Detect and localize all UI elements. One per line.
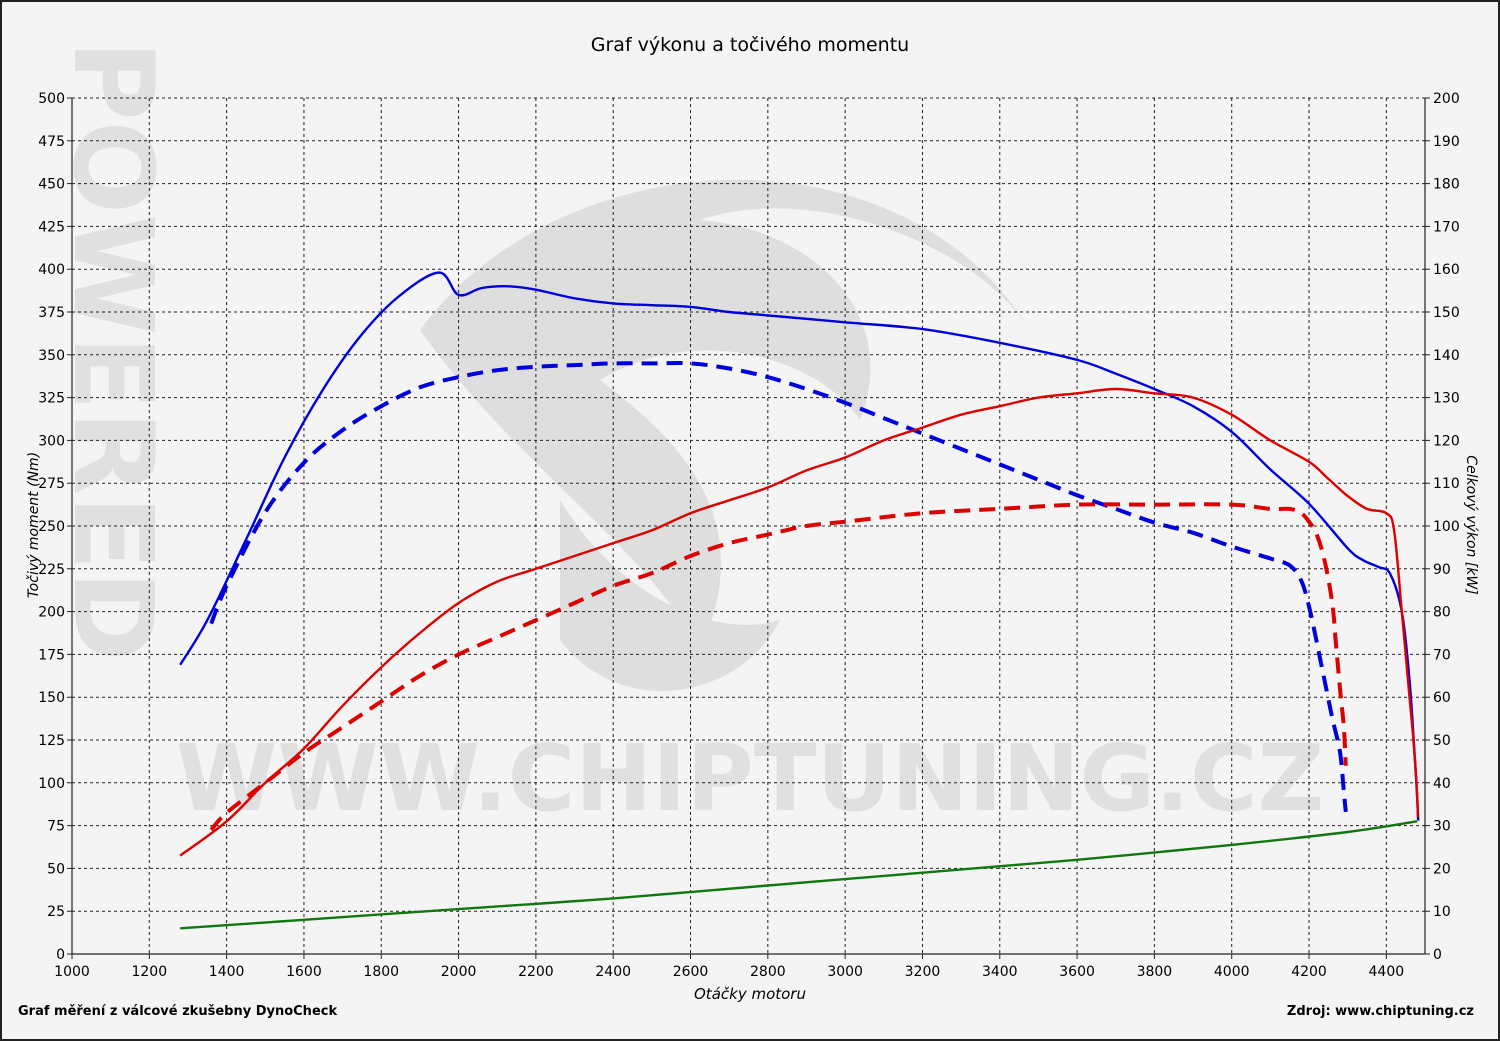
x-axis-label: Otáčky motoru (694, 985, 806, 1003)
footer-source-url: Zdroj: www.chiptuning.cz (1286, 1004, 1474, 1019)
y-left-tick-label: 350 (38, 348, 65, 364)
y-right-tick-label: 50 (1433, 733, 1451, 749)
y-left-tick-label: 150 (38, 690, 65, 706)
x-tick-label: 4400 (1369, 964, 1405, 980)
chart-title: Graf výkonu a točivého momentu (590, 34, 910, 56)
y-right-tick-label: 120 (1433, 433, 1460, 449)
x-tick-label: 4000 (1214, 964, 1250, 980)
y-right-tick-label: 160 (1433, 262, 1460, 278)
y-left-tick-label: 500 (38, 91, 65, 107)
y-right-tick-label: 110 (1433, 476, 1460, 492)
x-tick-label: 3600 (1059, 964, 1095, 980)
series-line-0 (179, 271, 1420, 821)
y-left-tick-label: 225 (38, 562, 65, 578)
y-left-tick-label: 300 (38, 433, 65, 449)
x-tick-label: 1200 (131, 964, 167, 980)
y-left-tick-label: 125 (38, 733, 65, 749)
x-tick-label: 2800 (750, 964, 786, 980)
y-left-tick-label: 0 (56, 947, 65, 963)
x-tick-label: 1400 (209, 964, 245, 980)
x-tick-label: 2000 (441, 964, 477, 980)
watermark-side-left: POWERED (49, 40, 177, 662)
watermark-side-right: POWERED (1474, 250, 1500, 872)
series-line-4 (180, 820, 1418, 930)
y-left-tick-label: 200 (38, 605, 65, 621)
y-left-tick-label: 325 (38, 391, 65, 407)
series (179, 271, 1420, 930)
y-right-tick-label: 60 (1433, 690, 1451, 706)
watermark-logo (420, 179, 1030, 691)
axis-labels: Otáčky motoru Točivý moment (Nm) Celkový… (26, 452, 1479, 1003)
y-right-tick-label: 100 (1433, 519, 1460, 535)
y-left-tick-label: 400 (38, 262, 65, 278)
y-right-tick-label: 170 (1433, 219, 1460, 235)
y-right-tick-label: 200 (1433, 91, 1460, 107)
y-right-tick-label: 40 (1433, 776, 1451, 792)
y-left-tick-label: 75 (47, 819, 65, 835)
y-left-tick-label: 475 (38, 134, 65, 150)
y-right-tick-label: 150 (1433, 305, 1460, 321)
y-right-tick-label: 20 (1433, 861, 1451, 877)
x-tick-label: 2200 (518, 964, 554, 980)
y-left-tick-label: 25 (47, 904, 65, 920)
x-tick-label: 1600 (286, 964, 322, 980)
y-right-tick-label: 130 (1433, 391, 1460, 407)
grid (72, 97, 1425, 954)
y-right-tick-label: 10 (1433, 904, 1451, 920)
y-axis-left-label: Točivý moment (Nm) (26, 452, 42, 598)
y-right-tick-label: 70 (1433, 647, 1451, 663)
y-left-tick-label: 50 (47, 861, 65, 877)
x-tick-label: 3200 (905, 964, 941, 980)
y-right-tick-label: 140 (1433, 348, 1460, 364)
x-tick-label: 3000 (827, 964, 863, 980)
series-line-3 (209, 502, 1348, 832)
series-line-1 (209, 361, 1348, 813)
y-left-tick-label: 425 (38, 219, 65, 235)
series-line-2 (179, 387, 1420, 857)
y-left-tick-label: 275 (38, 476, 65, 492)
watermark-url: WWW.CHIPTUNING.CZ (176, 725, 1324, 832)
y-right-tick-label: 190 (1433, 134, 1460, 150)
footer-source-note: Graf měření z válcové zkušebny DynoCheck (18, 1004, 338, 1019)
y-left-tick-label: 250 (38, 519, 65, 535)
x-tick-label: 4200 (1291, 964, 1327, 980)
axes: 1000 1200 1400 1600 1800 2000 2200 2400 2600 2800… (38, 91, 1459, 980)
y-left-tick-label: 100 (38, 776, 65, 792)
x-tick-label: 1000 (54, 964, 90, 980)
x-tick-label: 2600 (673, 964, 709, 980)
y-right-tick-label: 30 (1433, 819, 1451, 835)
y-right-tick-label: 90 (1433, 562, 1451, 578)
y-axis-right-label: Celkový výkon [kW] (1463, 455, 1479, 594)
watermark: WWW.CHIPTUNING.CZ POWERED POWERED (49, 40, 1500, 872)
x-tick-label: 2400 (595, 964, 631, 980)
x-tick-label: 3400 (982, 964, 1018, 980)
y-left-tick-label: 375 (38, 305, 65, 321)
x-tick-label: 3800 (1137, 964, 1173, 980)
y-left-tick-label: 450 (38, 177, 65, 193)
y-right-tick-label: 180 (1433, 177, 1460, 193)
x-tick-label: 1800 (363, 964, 399, 980)
y-right-tick-label: 80 (1433, 605, 1451, 621)
y-right-tick-label: 0 (1433, 947, 1442, 963)
y-left-tick-label: 175 (38, 647, 65, 663)
